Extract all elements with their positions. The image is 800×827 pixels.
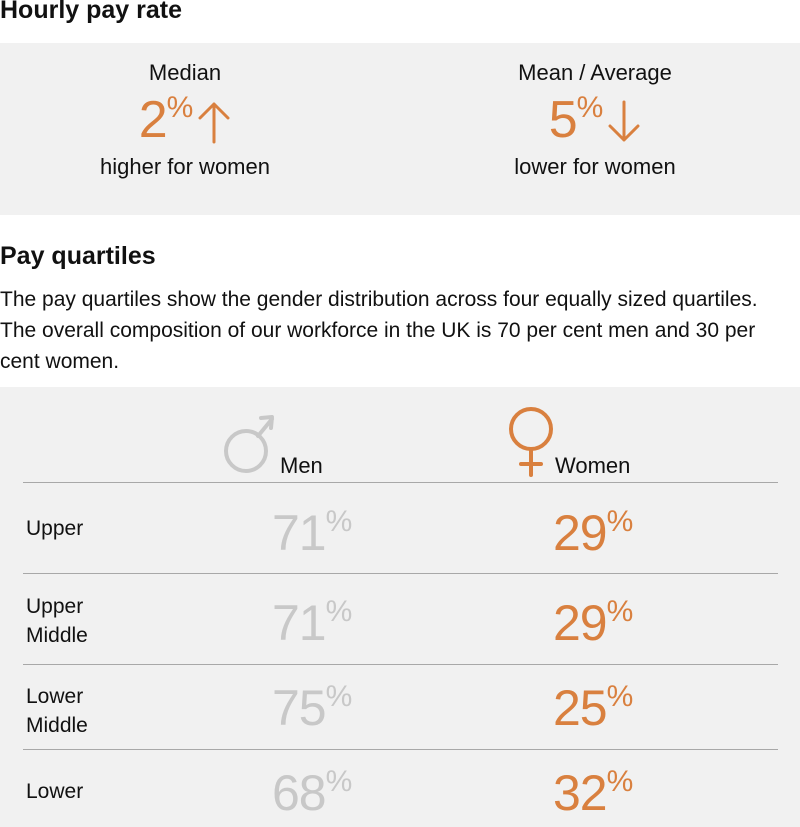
women-column-header: Women <box>555 453 631 478</box>
women-number: 25 <box>553 680 608 736</box>
median-label: Median <box>148 60 222 85</box>
women-number: 29 <box>553 505 608 561</box>
women-value-upper-middle: 29% <box>553 595 633 651</box>
men-value-upper: 71% <box>272 505 352 561</box>
percent-sign: % <box>325 680 353 713</box>
row-label-line: Lower <box>26 685 84 708</box>
percent-sign: % <box>606 680 634 713</box>
row-divider <box>23 664 778 665</box>
row-label-upper: Upper <box>26 517 84 540</box>
median-stat: Median 2 % higher for women <box>5 43 365 180</box>
men-column-header: Men <box>280 453 323 478</box>
women-number: 32 <box>553 765 608 821</box>
men-value-lower-middle: 75% <box>272 680 352 736</box>
median-value: 2 % <box>5 90 365 150</box>
mean-stat: Mean / Average 5 % lower for women <box>415 43 775 180</box>
header-divider <box>23 482 778 483</box>
percent-sign: % <box>606 595 634 628</box>
row-divider <box>23 573 778 574</box>
arrow-up-icon <box>198 102 230 144</box>
row-label-line: Middle <box>26 714 88 737</box>
row-label-line: Upper <box>26 595 84 618</box>
men-number: 68 <box>272 765 327 821</box>
row-label-upper-middle: Upper Middle <box>26 592 88 650</box>
median-number: 2 <box>138 91 168 149</box>
men-value-lower: 68% <box>272 765 352 821</box>
women-value-upper: 29% <box>553 505 633 561</box>
men-number: 71 <box>272 595 327 651</box>
percent-sign: % <box>325 595 353 628</box>
women-value-lower-middle: 25% <box>553 680 633 736</box>
pay-quartiles-title: Pay quartiles <box>0 242 156 270</box>
hourly-pay-title: Hourly pay rate <box>0 0 183 24</box>
men-value-upper-middle: 71% <box>272 595 352 651</box>
row-label-lower-middle: Lower Middle <box>26 682 88 740</box>
hourly-pay-panel: Median 2 % higher for women Mean / Avera… <box>0 43 800 215</box>
row-divider <box>23 749 778 750</box>
mean-value: 5 % <box>415 90 775 150</box>
row-label-line: Middle <box>26 624 88 647</box>
male-symbol-icon <box>224 415 274 473</box>
women-value-lower: 32% <box>553 765 633 821</box>
mean-label: Mean / Average <box>518 60 672 85</box>
quartiles-table: Men Women Upper 71% 29% Upper Middle 71%… <box>0 387 800 827</box>
row-label-lower: Lower <box>26 780 84 803</box>
men-number: 71 <box>272 505 327 561</box>
percent-sign: % <box>325 765 353 798</box>
percent-sign: % <box>606 505 634 538</box>
percent-sign: % <box>325 505 353 538</box>
women-number: 29 <box>553 595 608 651</box>
median-caption: higher for women <box>100 154 270 179</box>
pay-quartiles-description: The pay quartiles show the gender distri… <box>0 288 758 373</box>
mean-number: 5 <box>548 91 578 149</box>
percent-sign: % <box>606 765 634 798</box>
mean-caption: lower for women <box>514 154 676 179</box>
female-symbol-icon <box>509 407 553 477</box>
mean-percent-sign: % <box>576 91 604 124</box>
median-percent-sign: % <box>166 91 194 124</box>
men-number: 75 <box>272 680 327 736</box>
arrow-down-icon <box>608 100 640 142</box>
